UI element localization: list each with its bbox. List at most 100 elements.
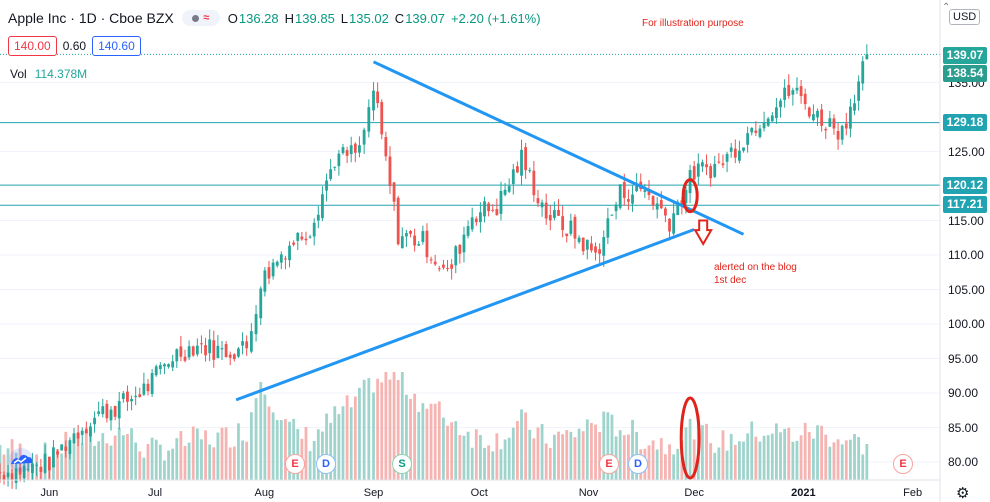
dividend-marker[interactable]: D (316, 454, 336, 474)
candle-body (47, 456, 51, 471)
volume-circle (679, 396, 701, 480)
candle-body (742, 147, 745, 151)
candle-body (39, 466, 43, 472)
candle-body (284, 258, 287, 260)
price-tick-label: 80.00 (948, 455, 979, 469)
candle-body (507, 185, 511, 192)
candle-body (849, 106, 852, 129)
volume-bar (688, 418, 692, 480)
collapse-caret-icon[interactable]: ⌃ (942, 2, 951, 13)
earnings-marker[interactable]: E (599, 454, 619, 474)
split-marker[interactable]: S (392, 454, 412, 474)
volume-bar (495, 433, 499, 480)
volume-bar (684, 427, 688, 480)
candle-body (101, 406, 105, 415)
tradingview-logo-icon[interactable] (6, 448, 36, 472)
volume-bar (844, 440, 848, 480)
price-tick-label: 105.00 (948, 282, 985, 297)
time-tick-label: Sep (363, 487, 384, 499)
candle-body (345, 150, 349, 156)
candle-body (466, 226, 470, 236)
symbol-title[interactable]: Apple Inc · 1D · Cboe BZX (8, 10, 174, 26)
candle-body (353, 143, 357, 153)
volume-bar (175, 438, 179, 480)
time-tick-label: Jun (40, 487, 59, 499)
candle-body (68, 440, 72, 455)
candle-body (18, 467, 22, 475)
indicator-toggle[interactable]: ≈ (181, 10, 220, 26)
candle-body (130, 398, 133, 402)
volume-bar (462, 435, 466, 480)
candle-body (606, 218, 610, 238)
volume-bar (288, 421, 291, 480)
volume-bar (384, 372, 388, 480)
candle-body (524, 147, 528, 171)
candle-body (791, 90, 795, 95)
volume-bar (376, 378, 380, 480)
volume-bar (392, 372, 396, 480)
spread-value: 0.60 (62, 39, 87, 53)
trendlines (235, 60, 745, 402)
candle-body (362, 129, 366, 145)
volume-bar (195, 428, 199, 480)
volume-bar (791, 441, 795, 480)
buy-button[interactable]: 140.60 (92, 36, 141, 56)
candle-body (651, 196, 655, 206)
candle-body (614, 204, 618, 212)
volume-bar (536, 427, 540, 480)
volume-bar (179, 431, 183, 480)
volume-bar (676, 448, 680, 480)
volume-bar (228, 447, 232, 480)
candle-body (60, 444, 64, 451)
earnings-marker[interactable]: E (893, 454, 913, 474)
volume-bar (750, 421, 754, 480)
dividend-marker[interactable]: D (628, 454, 648, 474)
sell-button[interactable]: 140.00 (8, 36, 57, 56)
volume-bar (154, 439, 158, 480)
volume-bar (577, 428, 581, 480)
candle-body (462, 234, 466, 253)
candle-body (816, 110, 819, 118)
volume-bar (325, 413, 328, 480)
candle-body (840, 125, 844, 140)
candle-body (454, 246, 458, 266)
volume-bar (507, 437, 511, 480)
volume-bar (345, 395, 349, 480)
candle-body (146, 383, 150, 392)
volume-bar (353, 396, 357, 480)
volume-bar (553, 434, 556, 480)
volume-bar (647, 445, 651, 480)
time-tick-label: Jul (148, 487, 163, 499)
currency-button[interactable]: USD (949, 9, 981, 25)
candle-body (296, 232, 300, 241)
volume-bar (421, 403, 425, 480)
volume-bar (56, 448, 59, 480)
candle-body (807, 107, 811, 117)
candle-body (655, 203, 659, 210)
time-tick-label: Dec (684, 487, 704, 499)
volume-bar (89, 428, 92, 480)
volume-bar (263, 394, 267, 480)
candle-body (548, 214, 552, 221)
volume-bar (409, 398, 412, 480)
candle-body (388, 156, 392, 186)
volume-bar (249, 412, 253, 480)
candle-body (279, 254, 283, 263)
candle-body (134, 395, 138, 397)
candle-body (329, 169, 333, 180)
candle-body (770, 115, 774, 122)
volume-bar (573, 437, 577, 480)
volume-bar (380, 382, 384, 480)
volume-bar (770, 433, 774, 480)
candle-body (204, 345, 207, 356)
candle-body (696, 163, 700, 177)
volume-bar (865, 444, 869, 480)
gear-icon[interactable]: ⚙ (956, 485, 970, 502)
candle-body (446, 267, 449, 269)
volume-bar (516, 421, 519, 480)
candle-body (187, 346, 191, 358)
earnings-marker[interactable]: E (285, 454, 305, 474)
candle-body (300, 236, 304, 240)
volume-bar (400, 372, 404, 480)
